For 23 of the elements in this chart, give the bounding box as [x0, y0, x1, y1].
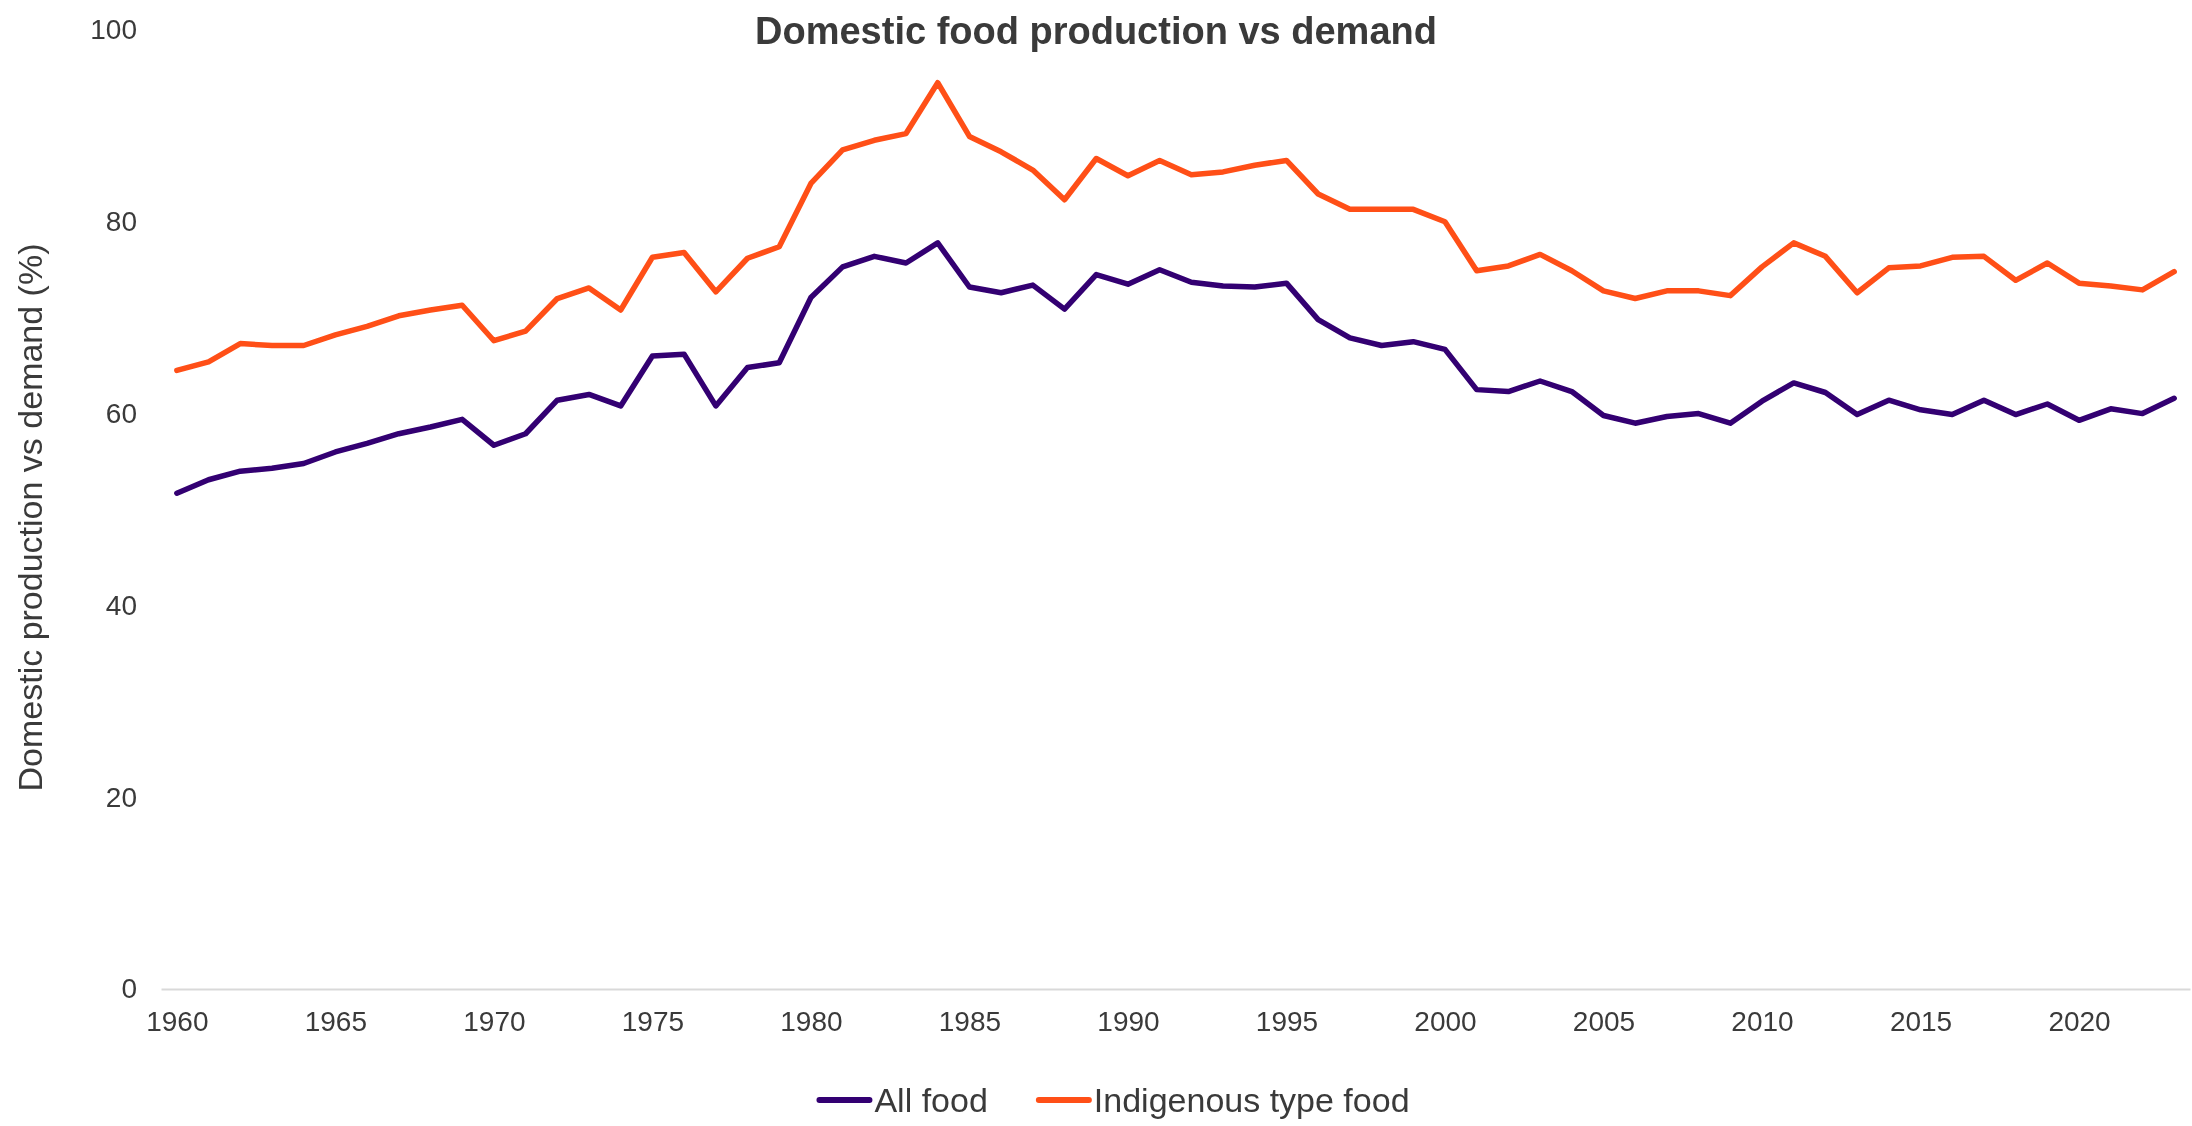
y-tick-label: 80 — [105, 206, 137, 238]
y-tick-label: 100 — [90, 14, 137, 46]
x-tick-label: 1990 — [1097, 1005, 1160, 1037]
legend-label: Indigenous type food — [1093, 1081, 1410, 1119]
y-tick-label: 0 — [121, 973, 137, 1005]
x-tick-label: 1980 — [780, 1005, 843, 1037]
chart-title: Domestic food production vs demand — [755, 10, 1437, 52]
legend-label: All food — [874, 1081, 988, 1119]
y-tick-label: 40 — [105, 589, 137, 621]
y-axis-title: Domestic production vs demand (%) — [11, 243, 49, 792]
x-tick-label: 2015 — [1889, 1005, 1953, 1037]
x-tick-label: 1995 — [1255, 1005, 1319, 1037]
x-tick-label: 2000 — [1414, 1005, 1477, 1037]
x-tick-label: 1985 — [938, 1005, 1002, 1037]
x-tick-label: 1970 — [463, 1005, 526, 1037]
y-tick-label: 20 — [105, 781, 137, 813]
x-tick-label: 1960 — [146, 1005, 209, 1037]
y-tick-label: 60 — [105, 398, 137, 430]
x-tick-label: 2020 — [2048, 1005, 2111, 1037]
x-tick-label: 2005 — [1572, 1005, 1636, 1037]
x-tick-label: 1975 — [621, 1005, 685, 1037]
x-tick-label: 2010 — [1731, 1005, 1794, 1037]
x-tick-label: 1965 — [304, 1005, 368, 1037]
